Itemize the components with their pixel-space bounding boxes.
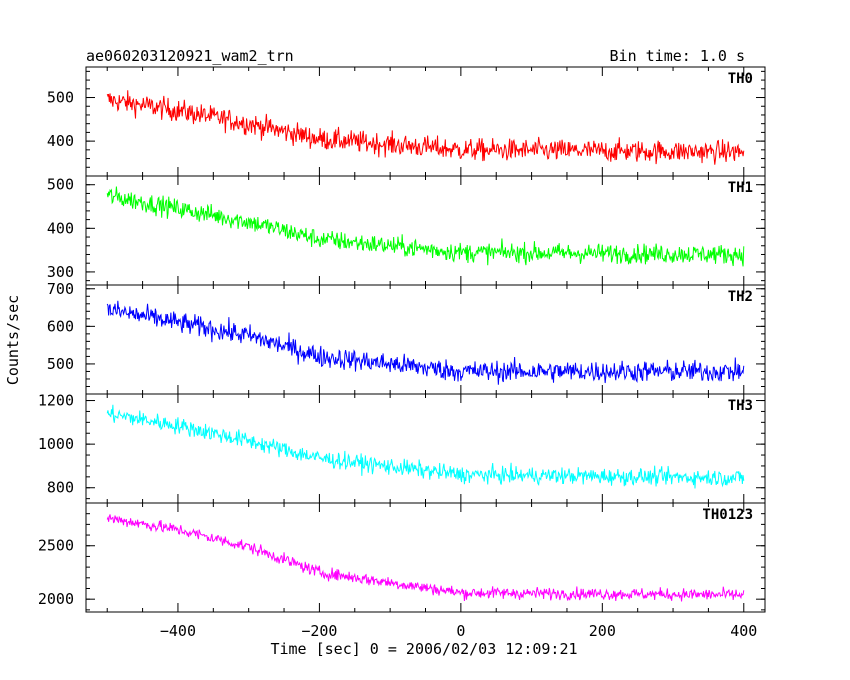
x-tick-label: 0 (456, 622, 465, 640)
series-th3 (106, 404, 745, 489)
y-tick-label: 800 (47, 479, 74, 497)
x-axis-label: Time [sec] 0 = 2006/02/03 12:09:21 (270, 640, 577, 658)
y-tick-label: 500 (47, 355, 74, 373)
panel-frame (85, 175, 766, 286)
y-tick-label: 1000 (38, 435, 74, 453)
panel-frame (85, 284, 766, 395)
series-th0123 (106, 514, 745, 602)
panel-frame (85, 393, 766, 504)
y-axis-label: Counts/sec (4, 295, 22, 385)
observation-title: ae060203120921_wam2_trn (86, 47, 294, 65)
panel-label: TH2 (728, 289, 753, 305)
y-tick-label: 300 (47, 263, 74, 281)
panel-th2: TH2 500 600 700 (47, 280, 766, 395)
y-tick-label: 2500 (38, 537, 74, 555)
panel-label: TH0123 (702, 507, 753, 523)
panel-label: TH3 (728, 398, 753, 414)
y-tick-label: 600 (47, 317, 74, 335)
panels-group: TH0 400 500 TH1 300 400 500 TH2 500 600 700 TH3 800 1… (38, 66, 766, 613)
series-th0 (106, 90, 745, 165)
y-tick-label: 400 (47, 219, 74, 237)
x-axis: −400 −200 0 200 400 (160, 622, 757, 640)
x-tick-label: 400 (730, 622, 757, 640)
bin-time-label: Bin time: 1.0 s (610, 47, 745, 65)
panel-th3: TH3 800 1000 1200 (38, 392, 766, 504)
y-tick-label: 2000 (38, 590, 74, 608)
y-tick-label: 500 (47, 89, 74, 107)
y-tick-label: 700 (47, 280, 74, 298)
series-th1 (106, 186, 745, 267)
series-th2 (106, 300, 745, 385)
y-tick-label: 500 (47, 176, 74, 194)
panel-label: TH1 (728, 180, 753, 196)
panel-label: TH0 (728, 71, 753, 87)
y-tick-label: 1200 (38, 392, 74, 410)
panel-th0: TH0 400 500 (47, 66, 766, 177)
x-tick-label: −200 (301, 622, 337, 640)
x-tick-label: −400 (160, 622, 196, 640)
panel-frame (85, 66, 766, 177)
panel-th0123: TH0123 2000 2500 (38, 502, 766, 613)
x-tick-label: 200 (589, 622, 616, 640)
panel-th1: TH1 300 400 500 (47, 175, 766, 286)
y-tick-label: 400 (47, 132, 74, 150)
